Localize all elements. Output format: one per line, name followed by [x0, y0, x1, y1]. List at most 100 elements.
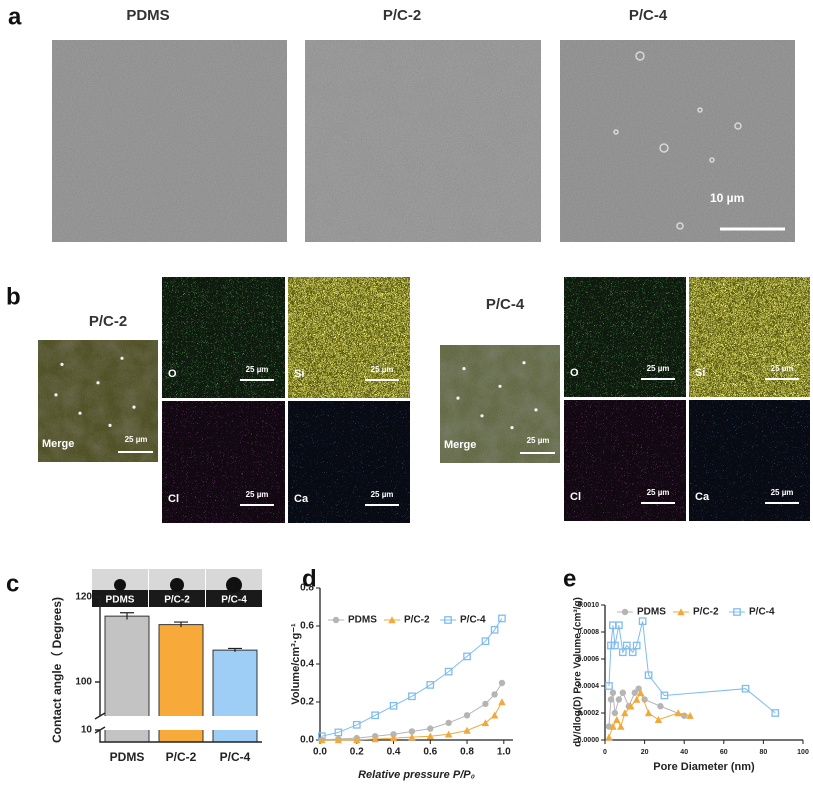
point: [605, 682, 613, 690]
texture: [52, 40, 287, 242]
x-tick-label: 1.0: [497, 747, 511, 758]
legend-marker: [677, 608, 685, 616]
x-tick-label: 20: [641, 749, 649, 756]
map-label: Si: [695, 367, 705, 379]
texture: [440, 345, 560, 463]
error-bar: [228, 647, 242, 652]
point: [426, 681, 435, 689]
point: [445, 719, 452, 727]
particle: [132, 405, 136, 409]
point: [617, 722, 625, 730]
point: [334, 736, 343, 744]
point: [631, 689, 638, 696]
map-label: O: [570, 367, 579, 379]
map-label: Cl: [168, 493, 179, 505]
series-line: [608, 621, 776, 714]
map-label: O: [168, 368, 177, 380]
texture: [689, 277, 810, 397]
point: [607, 641, 615, 650]
point: [638, 617, 647, 626]
legend-marker: [388, 616, 396, 624]
point: [609, 722, 617, 730]
point: [427, 725, 434, 732]
point: [490, 625, 499, 634]
y-tick-label: 0.4: [300, 659, 314, 670]
texture: [162, 277, 285, 398]
point: [627, 702, 635, 710]
legend-label: PDMS: [348, 615, 377, 626]
point: [615, 696, 623, 703]
point: [481, 637, 490, 646]
y-axis-label: dV/dlog(D) Pore Volume (cm³/g): [573, 597, 584, 747]
point: [481, 719, 490, 727]
inset-label: P/C-4: [221, 595, 247, 606]
y-tick-label: 0.8: [300, 583, 314, 594]
point: [371, 711, 379, 720]
point: [644, 709, 653, 717]
point: [490, 711, 499, 719]
x-tick-label: 0.6: [423, 747, 437, 758]
y-axis: [99, 597, 262, 743]
scale-bar-label: 25 µm: [647, 364, 670, 373]
y-tick-label: 120: [75, 592, 92, 603]
point: [607, 696, 615, 703]
point: [660, 691, 669, 700]
texture: [305, 40, 541, 242]
droplet: [226, 577, 242, 593]
y-tick-label: 100: [75, 677, 92, 688]
particle: [534, 408, 538, 412]
point: [389, 734, 398, 742]
point: [609, 689, 617, 696]
point: [741, 684, 750, 693]
texture: [689, 400, 810, 521]
legend-marker: [444, 616, 452, 624]
texture: [162, 401, 285, 523]
x-tick-label: 100: [797, 749, 809, 756]
legend-label: P/C-2: [404, 615, 430, 626]
x-tick-label: P/C-2: [166, 750, 197, 764]
point: [444, 730, 453, 738]
map-label: Merge: [444, 439, 476, 451]
x-axis-label: Relative pressure P/P₀: [358, 769, 475, 781]
eds-maps: Merge 25 µm O 25 µm Si 25 µm Cl 25 µm Ca 25 µm Mer…: [38, 277, 810, 523]
point: [654, 716, 663, 723]
x-tick-label: P/C-4: [220, 750, 251, 764]
texture: [564, 277, 686, 397]
point: [621, 709, 629, 717]
error-bar: [120, 612, 134, 620]
y-tick-label: 0.0: [300, 735, 314, 746]
inset-substrate: [149, 590, 205, 607]
point: [491, 691, 498, 698]
particle: [78, 411, 82, 415]
map-label: Ca: [695, 491, 710, 503]
map-label: Cl: [570, 491, 581, 503]
point: [334, 728, 343, 737]
series-line: [321, 701, 503, 741]
x-tick-label: 80: [760, 749, 768, 756]
scale-bar-label: 25 µm: [771, 364, 794, 373]
point: [408, 692, 416, 701]
legend-label: P/C-4: [749, 607, 775, 618]
panel-label: e: [563, 565, 576, 592]
x-tick-label: 0.2: [350, 747, 364, 758]
particle: [54, 393, 58, 397]
panel-label: b: [6, 283, 21, 310]
point: [657, 703, 664, 710]
map-label: Merge: [42, 438, 74, 450]
point: [605, 733, 613, 741]
series-line: [321, 618, 503, 737]
legend-marker: [733, 608, 741, 616]
point: [674, 709, 682, 717]
point: [389, 701, 398, 710]
point: [619, 689, 627, 696]
point: [628, 648, 637, 657]
point: [408, 733, 416, 741]
particle: [522, 361, 526, 365]
scale-bar-label: 25 µm: [647, 488, 670, 497]
x-tick-label: 0.4: [387, 747, 401, 758]
point: [498, 698, 506, 706]
particle: [96, 381, 100, 385]
map-label: Ca: [294, 493, 309, 505]
particle: [120, 356, 124, 360]
texture: [288, 401, 410, 523]
